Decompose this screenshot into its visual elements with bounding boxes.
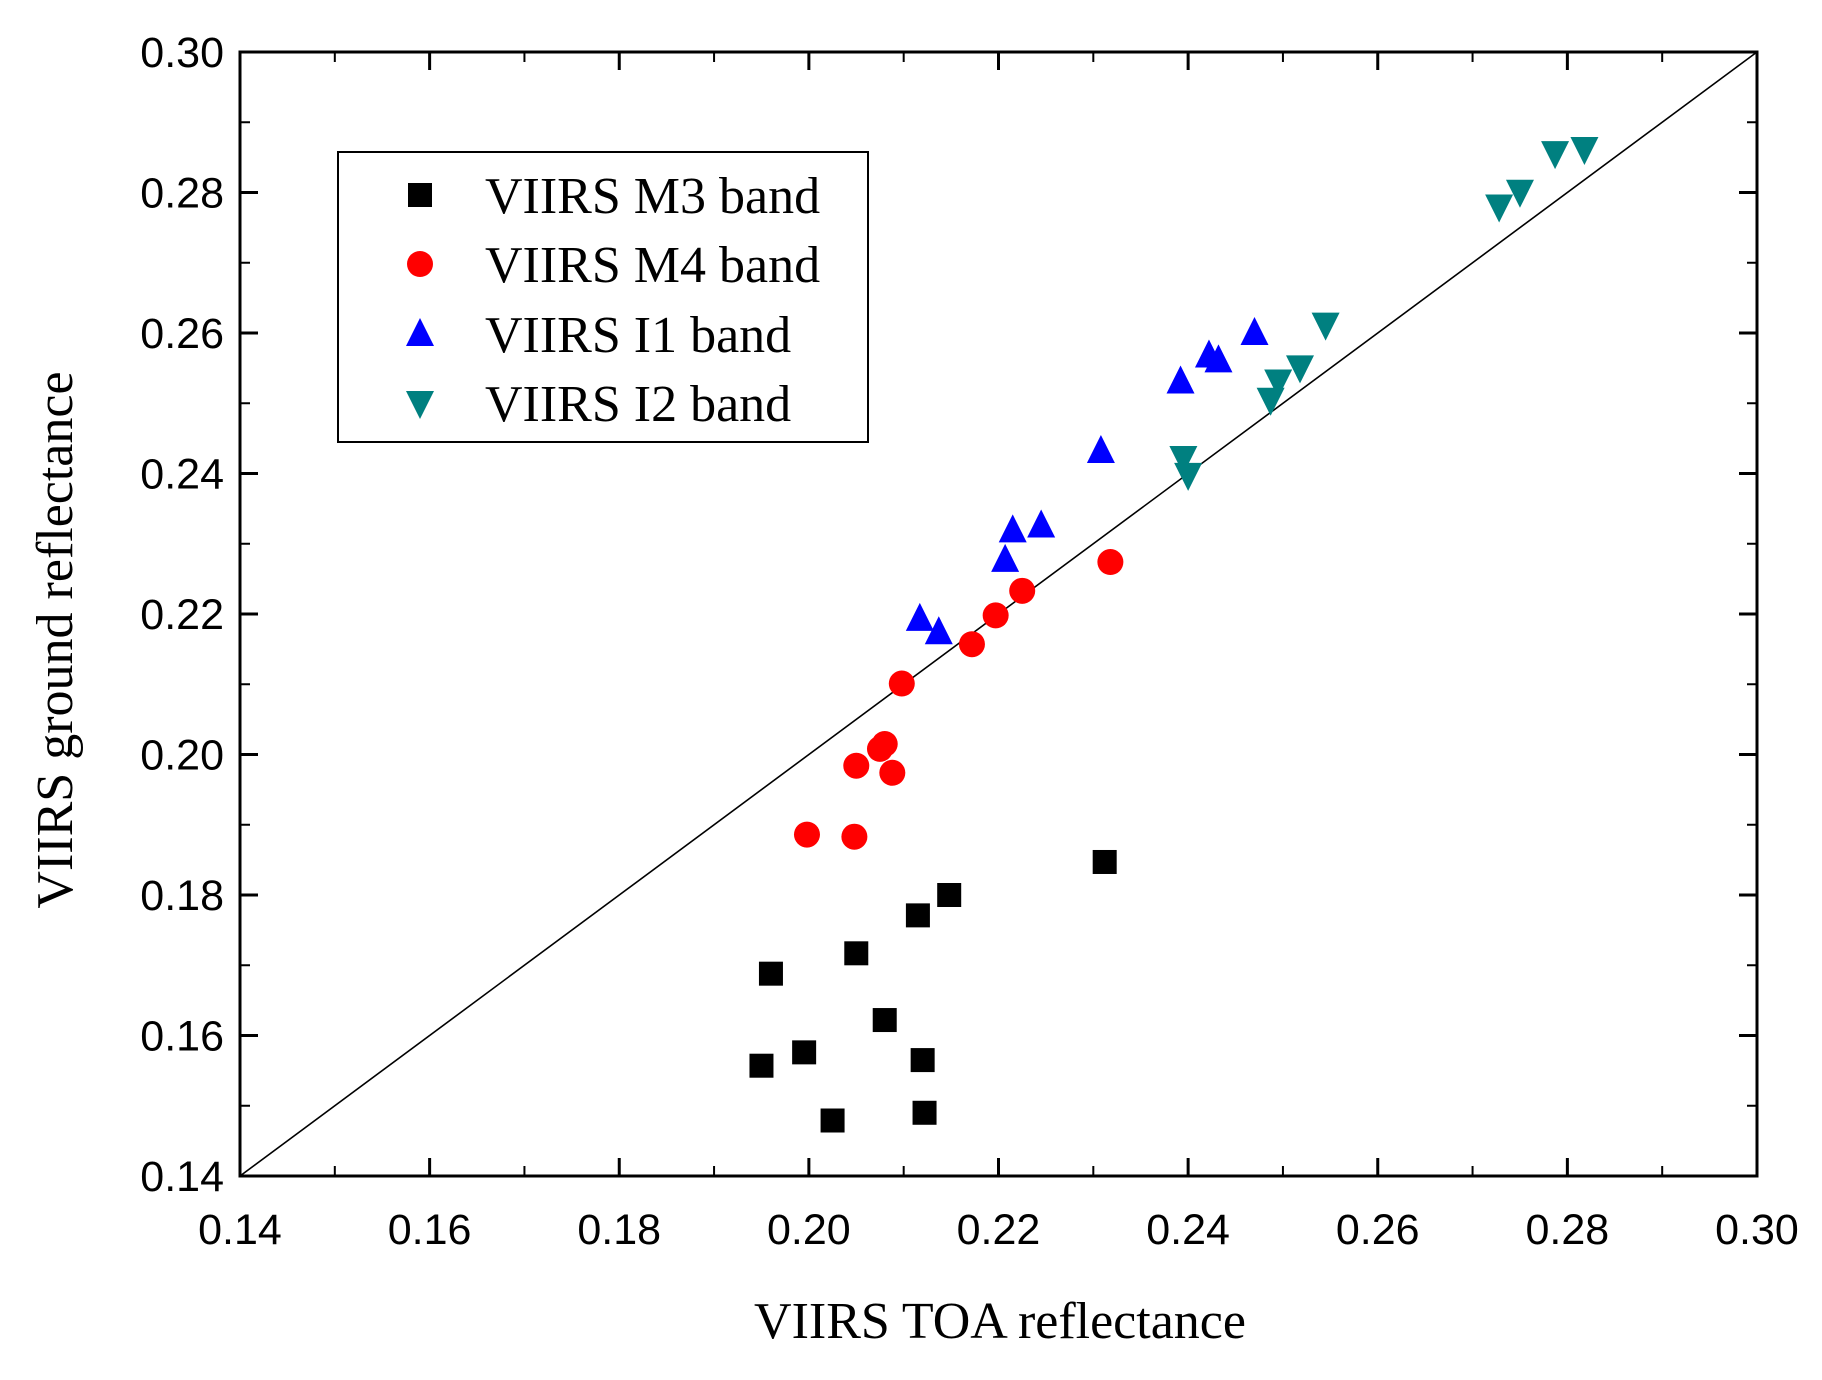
data-point [888, 670, 915, 697]
data-point [792, 1040, 817, 1065]
x-tick-label: 0.22 [957, 1206, 1041, 1254]
legend-marker [407, 251, 433, 277]
data-point [937, 883, 962, 907]
legend-label: VIIRS I2 band [485, 376, 791, 433]
data-point [924, 616, 953, 645]
legend: VIIRS M3 band VIIRS M4 band VIIRS I1 band V… [337, 151, 869, 443]
data-point [905, 602, 934, 631]
data-point [1092, 849, 1117, 874]
data-point [1240, 317, 1269, 345]
data-point [1027, 509, 1056, 538]
data-point [1541, 141, 1570, 170]
data-point [912, 1100, 937, 1125]
data-point [1086, 435, 1115, 464]
data-point [1169, 446, 1198, 475]
data-point [1485, 194, 1514, 223]
data-point [905, 903, 930, 928]
data-point [872, 1008, 897, 1033]
data-point [1174, 462, 1203, 491]
x-tick-label: 0.14 [198, 1206, 282, 1254]
y-tick-label: 0.30 [140, 29, 224, 77]
data-point [998, 514, 1027, 543]
data-point [1204, 344, 1233, 373]
data-point [1264, 369, 1293, 398]
x-tick-label: 0.24 [1146, 1206, 1230, 1254]
data-point [991, 543, 1020, 572]
data-point [1097, 549, 1124, 576]
data-point [982, 602, 1009, 629]
y-axis: 0.14 0.16 0.18 0.20 0.22 0.24 0.26 0.28 0.30 [140, 29, 1757, 1201]
data-point [793, 821, 820, 848]
data-point [1570, 136, 1599, 165]
y-tick-label: 0.26 [140, 310, 224, 358]
x-tick-label: 0.30 [1715, 1206, 1799, 1254]
data-point [1311, 312, 1340, 341]
data-point [1505, 179, 1534, 208]
legend-marker [406, 391, 434, 419]
data-point [871, 730, 898, 757]
data-point [758, 961, 783, 986]
y-tick-label: 0.20 [140, 732, 224, 780]
x-tick-label: 0.20 [767, 1206, 851, 1254]
x-axis: 0.14 0.16 0.18 0.20 0.22 0.24 0.26 0.28 0.30 [198, 52, 1799, 1254]
data-point [1166, 365, 1195, 394]
x-tick-label: 0.16 [388, 1206, 472, 1254]
y-tick-label: 0.18 [140, 872, 224, 920]
x-tick-label: 0.28 [1526, 1206, 1610, 1254]
legend-marker [408, 183, 432, 207]
y-tick-label: 0.24 [140, 451, 224, 499]
y-tick-label: 0.16 [140, 1013, 224, 1061]
y-tick-label: 0.28 [140, 170, 224, 218]
x-tick-label: 0.18 [577, 1206, 661, 1254]
data-point [1009, 577, 1036, 604]
data-point [749, 1053, 774, 1078]
y-tick-label: 0.22 [140, 591, 224, 639]
legend-label: VIIRS M3 band [485, 168, 820, 225]
data-point [820, 1108, 845, 1133]
x-tick-label: 0.26 [1336, 1206, 1420, 1254]
data-point [910, 1048, 935, 1073]
data-point [1286, 355, 1315, 384]
data-point [843, 752, 870, 779]
data-point [844, 941, 869, 966]
data-point [958, 631, 985, 658]
y-axis-title: VIIRS ground reflectance [27, 371, 84, 908]
data-points-layer [749, 136, 1599, 1133]
data-point [879, 759, 906, 786]
legend-marker [406, 318, 434, 346]
x-axis-title: VIIRS TOA reflectance [754, 1293, 1246, 1350]
data-point [841, 823, 868, 850]
y-tick-label: 0.14 [140, 1153, 224, 1201]
legend-label: VIIRS I1 band [485, 307, 791, 364]
legend-label: VIIRS M4 band [485, 237, 820, 294]
